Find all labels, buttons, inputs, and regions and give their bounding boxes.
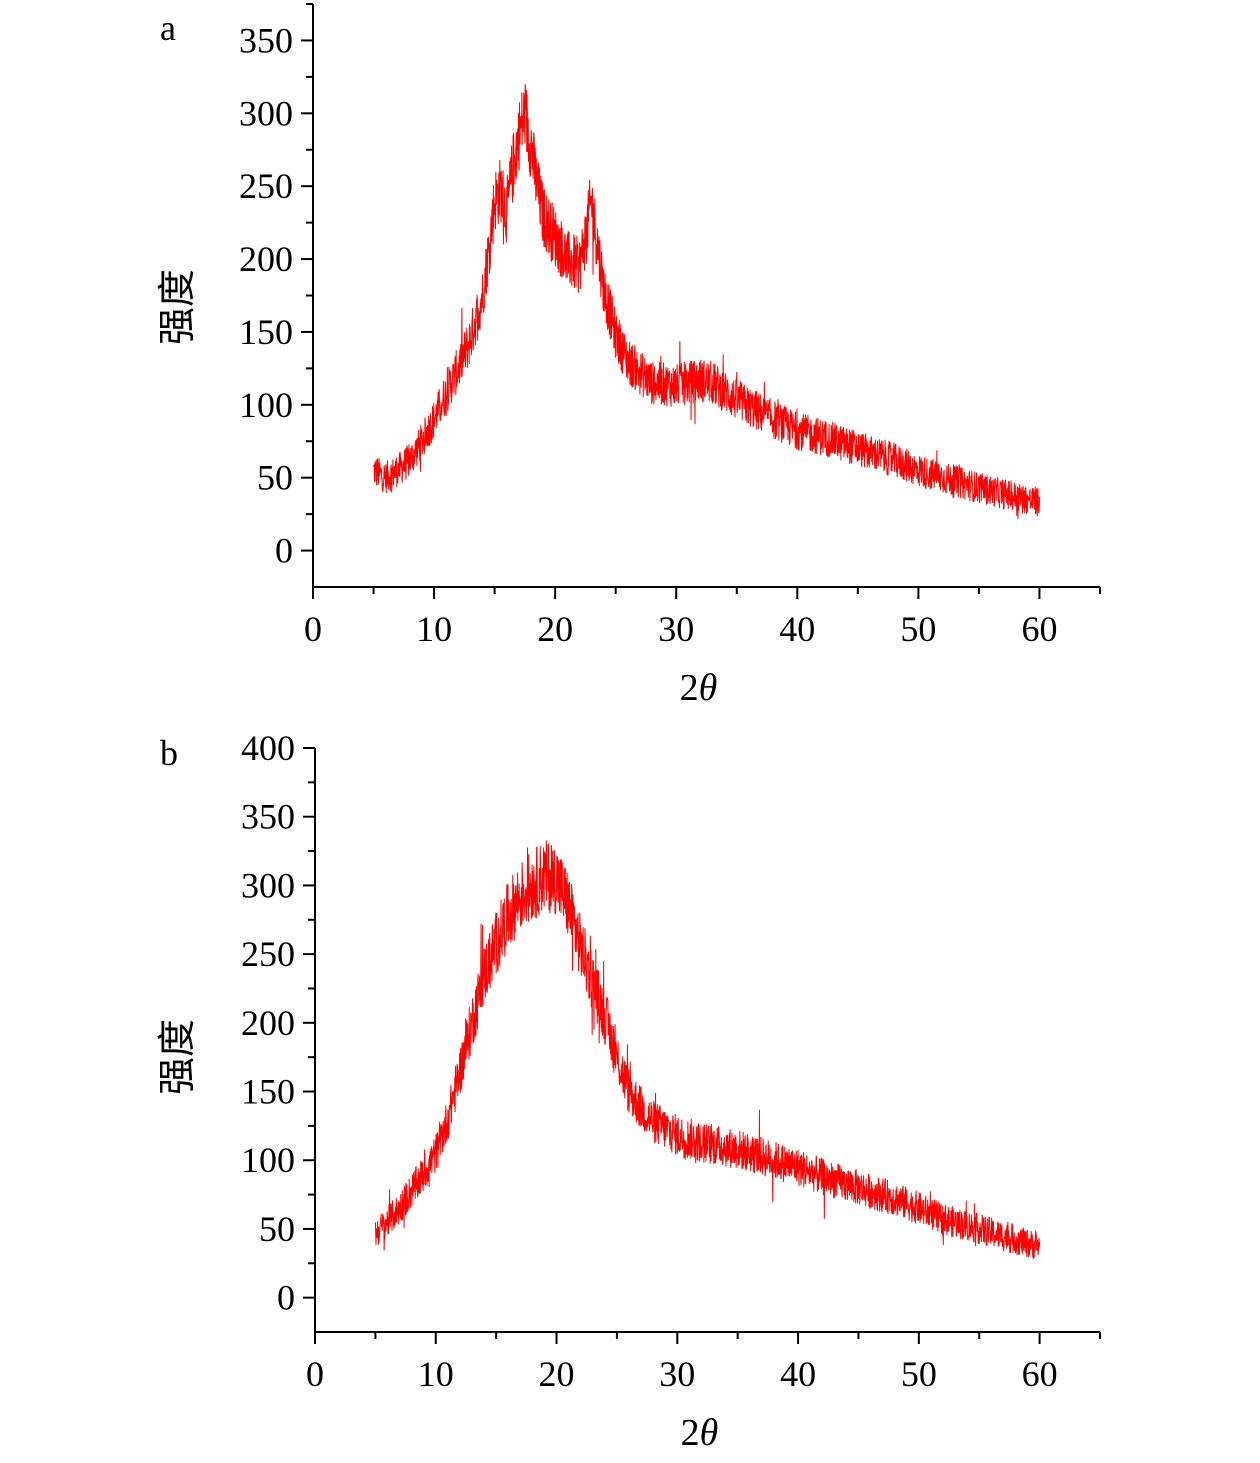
x-tick-label: 10 [416,609,452,649]
x-tick-label: 60 [1022,1354,1058,1394]
y-axis-label: 强度 [157,1019,199,1095]
y-tick-label: 300 [241,865,295,905]
y-tick-label: 150 [241,1072,295,1112]
x-axis-label-symbol: θ [700,1412,719,1454]
y-tick-label: 200 [239,239,293,279]
y-tick-label: 100 [241,1140,295,1180]
y-tick-label: 50 [259,1209,295,1249]
panel-a: 0 10 20 30 40 50 60 0 50 100 150 200 250 300 350 a 强度 2θ [157,3,1101,709]
y-tick-label: 400 [241,728,295,768]
y-tick-label: 150 [239,312,293,352]
x-tick-label: 30 [659,1354,695,1394]
x-axis-label-symbol: θ [699,667,718,709]
y-tick-label: 300 [239,93,293,133]
x-tick-label: 0 [306,1354,324,1394]
x-tick-label: 50 [900,609,936,649]
y-axis-label: 强度 [157,269,199,345]
y-tick-label: 0 [277,1278,295,1318]
panel-b: 0 10 20 30 40 50 60 0 50 100 150 200 250 300 350 400 b 强度… [157,728,1101,1454]
panel-label: a [160,8,176,48]
y-tick-label: 50 [257,458,293,498]
y-tick-label: 0 [275,531,293,571]
series-line-b [374,840,1041,1260]
y-tick-label: 200 [241,1003,295,1043]
x-tick-label: 30 [658,609,694,649]
y-tick-label: 250 [239,166,293,206]
panel-label: b [160,733,178,773]
x-tick-label: 40 [779,609,815,649]
y-tick-label: 100 [239,385,293,425]
x-tick-label: 60 [1021,609,1057,649]
series-line-a [373,83,1040,519]
y-tick-label: 350 [239,20,293,60]
x-tick-label: 20 [537,609,573,649]
x-axis-label: 2θ [681,1412,719,1454]
y-tick-label: 250 [241,934,295,974]
x-tick-label: 40 [780,1354,816,1394]
x-tick-label: 50 [901,1354,937,1394]
x-tick-label: 0 [304,609,322,649]
y-tick-label: 350 [241,797,295,837]
x-axis-label-prefix: 2 [681,1412,700,1454]
x-tick-label: 20 [539,1354,575,1394]
x-tick-label: 10 [418,1354,454,1394]
x-axis-label-prefix: 2 [680,667,699,709]
x-axis-label: 2θ [680,667,718,709]
